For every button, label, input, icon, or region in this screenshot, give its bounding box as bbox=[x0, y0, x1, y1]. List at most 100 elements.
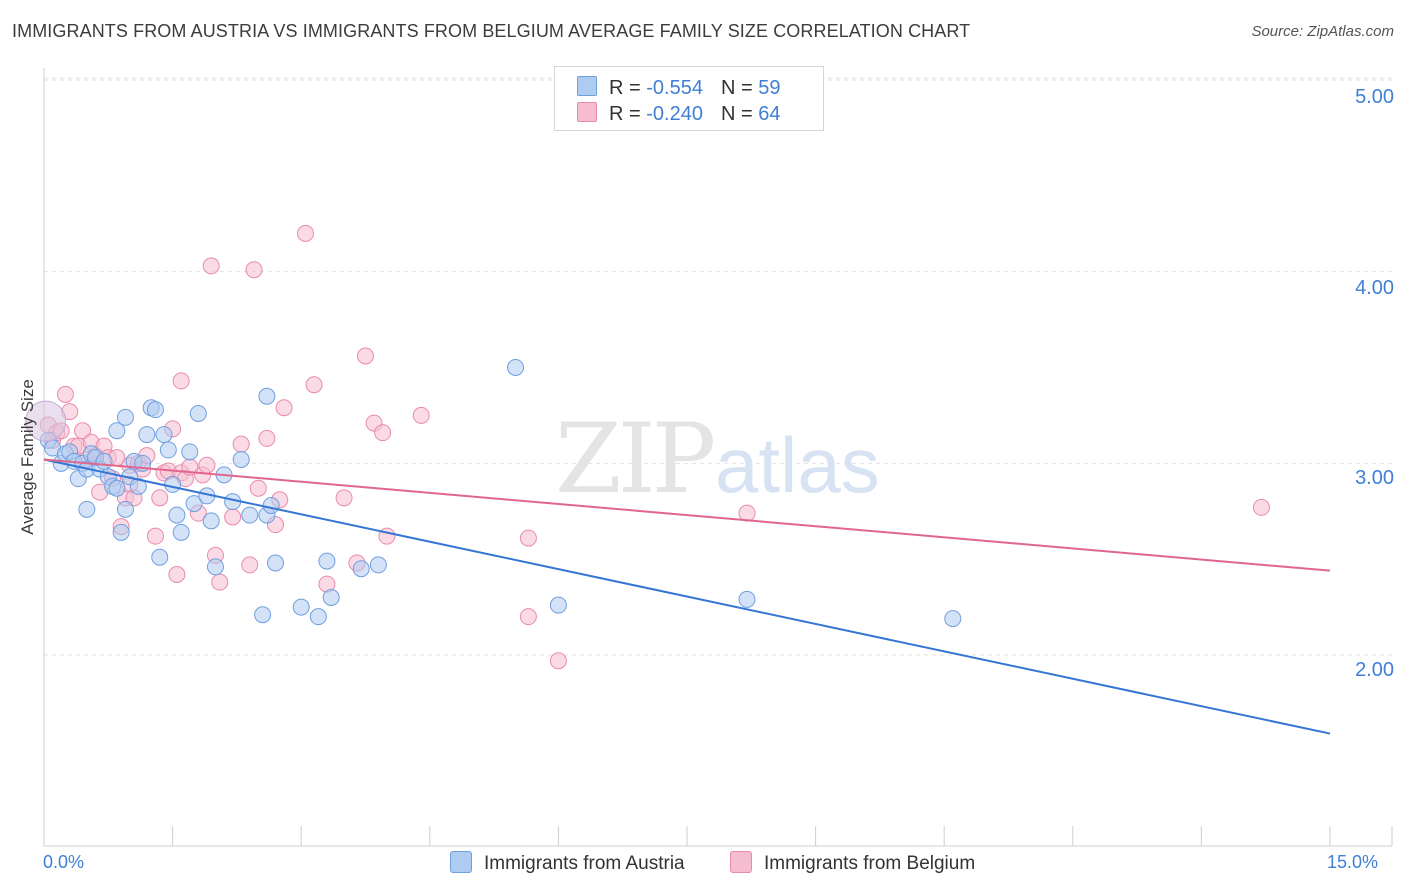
belgium-point bbox=[198, 456, 216, 474]
austria-point bbox=[232, 451, 250, 468]
austria-point bbox=[206, 558, 224, 576]
austria-point bbox=[944, 610, 962, 628]
belgium-point bbox=[549, 652, 567, 670]
legend-n-label: N = bbox=[720, 77, 759, 99]
austria-point bbox=[352, 560, 370, 578]
belgium-point bbox=[374, 424, 392, 442]
bottom-legend-austria: Immigrants from Austria bbox=[450, 851, 685, 875]
austria-point bbox=[168, 506, 186, 524]
correlation-legend: R = -0.554 N = 59 R = -0.240 N = 64 bbox=[554, 66, 824, 131]
austria-point bbox=[202, 512, 220, 530]
austria-point bbox=[322, 589, 340, 606]
austria-point bbox=[185, 495, 203, 513]
bottom-legend-belgium-label: Immigrants from Belgium bbox=[764, 853, 976, 874]
belgium-point bbox=[202, 257, 220, 275]
belgium-point bbox=[151, 489, 169, 507]
austria-point bbox=[116, 500, 134, 518]
series-austria-points bbox=[25, 359, 962, 628]
belgium-point bbox=[168, 566, 186, 583]
belgium-point bbox=[172, 372, 190, 390]
austria-point bbox=[507, 359, 525, 376]
belgium-point bbox=[258, 429, 276, 447]
belgium-point bbox=[245, 261, 263, 279]
belgium-swatch bbox=[577, 102, 597, 122]
bottom-legend-belgium: Immigrants from Belgium bbox=[730, 851, 975, 875]
austria-point bbox=[738, 590, 756, 608]
y-axis-label: Average Family Size bbox=[18, 379, 37, 535]
austria-point bbox=[108, 422, 126, 440]
y-tick-label: 2.00 bbox=[1355, 659, 1394, 681]
belgium-point bbox=[519, 608, 537, 626]
austria-point bbox=[254, 606, 272, 624]
legend-n-label: N = bbox=[720, 103, 759, 125]
austria-point bbox=[155, 426, 173, 444]
legend-row-belgium: R = -0.240 N = 64 bbox=[577, 102, 780, 126]
x-tick-label-min: 0.0% bbox=[43, 852, 85, 872]
austria-point bbox=[241, 506, 259, 524]
legend-r-value: -0.240 bbox=[646, 103, 703, 125]
austria-point bbox=[318, 552, 336, 570]
trendlines bbox=[43, 458, 1331, 735]
belgium-point bbox=[357, 347, 374, 365]
austria-point bbox=[369, 556, 387, 574]
austria-point bbox=[78, 500, 96, 518]
overlap-point bbox=[25, 400, 67, 442]
austria-point bbox=[95, 452, 113, 470]
legend-r-value: -0.554 bbox=[646, 77, 703, 99]
austria-point bbox=[189, 405, 207, 422]
austria-point bbox=[116, 408, 134, 426]
austria-point bbox=[309, 608, 327, 626]
belgium-point bbox=[335, 489, 353, 507]
austria-point bbox=[159, 441, 177, 459]
y-tick-label: 4.00 bbox=[1355, 277, 1394, 299]
austria-point bbox=[151, 548, 169, 566]
belgium-point bbox=[249, 479, 267, 497]
x-tick-label-max: 15.0% bbox=[1327, 852, 1379, 872]
bottom-legend-austria-label: Immigrants from Austria bbox=[484, 853, 685, 874]
y-tick-label: 3.00 bbox=[1355, 467, 1394, 489]
belgium-trendline bbox=[43, 458, 1331, 572]
watermark-zip: ZIP bbox=[555, 403, 714, 515]
belgium-point bbox=[232, 435, 250, 453]
austria-point bbox=[262, 497, 280, 514]
legend-n-value: 59 bbox=[758, 77, 781, 99]
belgium-point bbox=[296, 224, 314, 242]
legend-r-label: R = bbox=[609, 103, 647, 125]
austria-point bbox=[181, 443, 199, 461]
austria-point bbox=[549, 596, 567, 614]
belgium-point bbox=[1252, 498, 1270, 516]
austria-point bbox=[138, 426, 156, 444]
austria-point bbox=[258, 387, 276, 405]
chart-title: IMMIGRANTS FROM AUSTRIA VS IMMIGRANTS FR… bbox=[12, 21, 971, 41]
austria-swatch bbox=[577, 76, 597, 96]
belgium-swatch bbox=[730, 851, 752, 873]
belgium-point bbox=[146, 527, 164, 545]
belgium-point bbox=[738, 504, 756, 522]
belgium-point bbox=[241, 556, 259, 574]
belgium-point bbox=[224, 508, 242, 526]
austria-swatch bbox=[450, 851, 472, 873]
belgium-point bbox=[412, 406, 430, 424]
legend-r-label: R = bbox=[609, 77, 647, 99]
source-label: Source: ZipAtlas.com bbox=[1251, 23, 1394, 40]
austria-point bbox=[108, 479, 126, 497]
belgium-point bbox=[56, 385, 74, 403]
belgium-point bbox=[74, 422, 92, 440]
legend-row-austria: R = -0.554 N = 59 bbox=[577, 76, 780, 100]
belgium-point bbox=[211, 573, 229, 591]
austria-point bbox=[172, 523, 190, 541]
belgium-point bbox=[275, 399, 293, 417]
watermark: ZIP atlas bbox=[555, 403, 880, 515]
axes bbox=[43, 68, 1393, 847]
austria-point bbox=[292, 598, 310, 616]
austria-point bbox=[146, 401, 164, 419]
belgium-point bbox=[519, 529, 537, 547]
austria-point bbox=[164, 475, 182, 493]
legend-n-value: 64 bbox=[758, 103, 781, 125]
watermark-atlas: atlas bbox=[715, 421, 880, 509]
austria-point bbox=[112, 523, 130, 541]
belgium-point bbox=[305, 376, 323, 394]
austria-point bbox=[129, 477, 147, 495]
austria-trendline bbox=[43, 458, 1331, 735]
